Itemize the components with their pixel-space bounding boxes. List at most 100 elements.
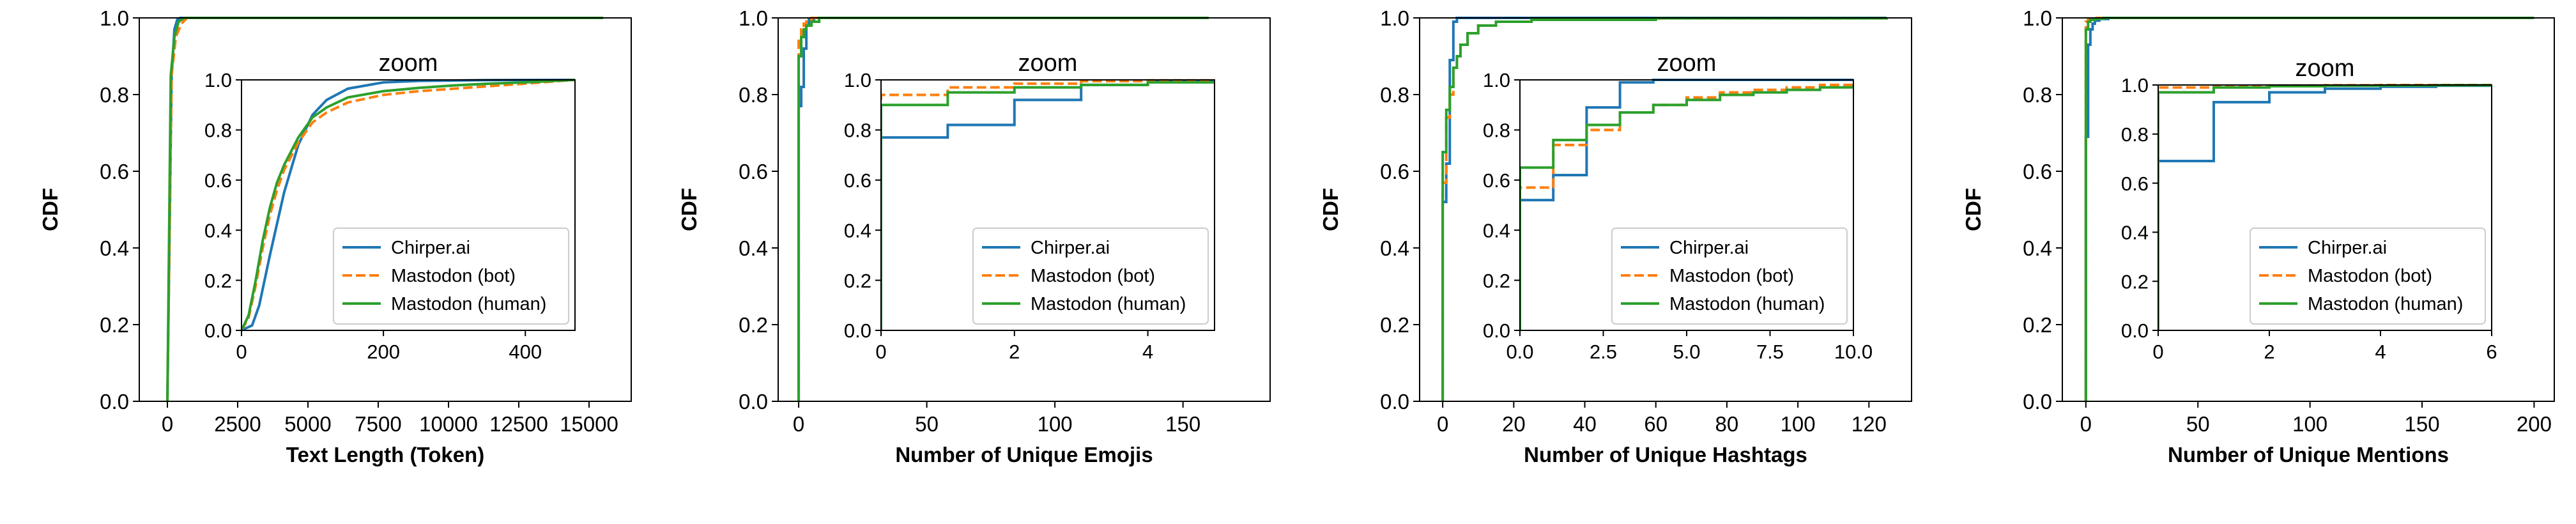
legend-label: Chirper.ai	[1669, 238, 1749, 258]
inset-series-mastodon-human	[1520, 84, 1853, 330]
x-axis-label: Number of Unique Hashtags	[1524, 443, 1807, 466]
legend-label: Chirper.ai	[2308, 238, 2387, 258]
x-tick-label: 10.0	[1834, 341, 1873, 363]
y-tick-label: 0.0	[1483, 320, 1510, 342]
y-tick-label: 1.0	[1483, 69, 1510, 91]
inset-axes-frame	[1519, 79, 1854, 331]
inset-title: zoom	[1018, 50, 1078, 77]
x-tick-label: 150	[1165, 412, 1200, 436]
x-tick-label: 100	[1038, 412, 1073, 436]
y-tick-label: 0.8	[2121, 123, 2149, 146]
y-tick-label: 0.2	[2121, 270, 2149, 293]
inset-series-mastodon-human	[241, 79, 575, 331]
x-axis-label: Number of Unique Emojis	[895, 443, 1153, 466]
y-tick-label: 0.2	[1380, 313, 1409, 337]
legend-label: Mastodon (bot)	[1669, 266, 1794, 286]
y-tick-label: 0.0	[2023, 390, 2052, 413]
main-axes-frame	[139, 17, 632, 402]
y-axis-label: CDF	[38, 188, 62, 231]
x-tick-label: 0	[2152, 341, 2163, 363]
legend-box	[972, 227, 1209, 325]
y-tick-label: 0.0	[1380, 390, 1409, 413]
subplot-1: 0 2500 5000 7500 10000 12500 15000 0.0 0.2 0.4 0.6…	[38, 6, 632, 466]
subplot-3: 0 20 40 60 80 100 120 0.0 0.2 0.4 0.6 0.8 1.0 Number …	[1319, 6, 1912, 466]
y-tick-label: 0.2	[204, 270, 232, 292]
x-tick-label: 0	[162, 412, 173, 436]
y-tick-label: 0.8	[100, 83, 129, 107]
x-tick-label: 0	[1437, 412, 1448, 436]
x-tick-label: 80	[1715, 412, 1739, 436]
x-tick-label: 5.0	[1673, 341, 1700, 363]
x-tick-label: 7500	[355, 412, 401, 436]
inset-title: zoom	[2296, 55, 2355, 82]
x-tick-label: 2.5	[1590, 341, 1617, 363]
inset-2: 0 2 4 0.0 0.2 0.4 0.6 0.8 1.0 zoom Chirper.ai Masto…	[844, 50, 1215, 363]
x-tick-label: 120	[1851, 412, 1887, 436]
x-tick-label: 20	[1502, 412, 1526, 436]
inset-series-mastodon-bot	[881, 79, 1215, 330]
x-tick-label: 0	[2080, 412, 2092, 436]
y-tick-label: 1.0	[100, 6, 129, 30]
legend-label: Mastodon (human)	[2308, 294, 2463, 314]
y-tick-label: 0.8	[1380, 83, 1409, 107]
x-tick-label: 5000	[284, 412, 331, 436]
y-tick-label: 0.0	[739, 390, 768, 413]
subplot-2: 0 50 100 150 0.0 0.2 0.4 0.6 0.8 1.0 Number of Uni…	[677, 6, 1271, 466]
y-tick-label: 0.4	[2121, 222, 2149, 244]
legend-box	[1611, 227, 1848, 325]
y-tick-label: 0.2	[1483, 270, 1510, 292]
y-tick-label: 0.6	[844, 169, 871, 192]
x-axis-label: Number of Unique Mentions	[2168, 443, 2449, 466]
inset-title: zoom	[1657, 50, 1717, 77]
x-tick-label: 60	[1644, 412, 1667, 436]
inset-1: 0 200 400 0.0 0.2 0.4 0.6 0.8 1.0 zoom Chirper.ai M…	[204, 50, 576, 363]
legend-label: Mastodon (bot)	[2308, 266, 2432, 286]
legend-label: Mastodon (human)	[1669, 294, 1825, 314]
y-tick-label: 0.4	[204, 219, 232, 242]
y-axis-label: CDF	[677, 188, 701, 231]
y-tick-label: 0.8	[2023, 83, 2052, 107]
inset-axes-frame	[880, 79, 1215, 331]
inset-axes-frame	[2158, 84, 2492, 331]
x-tick-label: 7.5	[1756, 341, 1784, 363]
y-tick-label: 1.0	[204, 69, 232, 91]
y-tick-label: 0.8	[844, 119, 871, 142]
x-tick-label: 4	[2375, 341, 2386, 363]
y-tick-label: 0.2	[739, 313, 768, 337]
y-tick-label: 0.2	[2023, 313, 2052, 337]
y-tick-label: 0.8	[1483, 119, 1510, 142]
subplot-4: 0 50 100 150 200 0.0 0.2 0.4 0.6 0.8 1.0 Number of …	[1961, 6, 2555, 466]
y-tick-label: 0.0	[100, 390, 129, 413]
y-tick-label: 0.8	[739, 83, 768, 107]
y-tick-label: 0.4	[2023, 236, 2052, 260]
y-tick-label: 1.0	[2121, 74, 2149, 96]
x-tick-label: 2500	[214, 412, 261, 436]
x-tick-label: 400	[509, 341, 542, 363]
y-tick-label: 0.4	[1483, 219, 1510, 242]
main-series-mastodon-bot	[797, 17, 1209, 401]
x-tick-label: 12500	[489, 412, 548, 436]
y-tick-label: 0.0	[844, 320, 871, 342]
x-tick-label: 2	[1009, 341, 1020, 363]
inset-3: 0.0 2.5 5.0 7.5 10.0 0.0 0.2 0.4 0.6 0.8 1.0 zoom Ch…	[1483, 50, 1873, 363]
x-tick-label: 100	[2292, 412, 2327, 436]
x-axis-label: Text Length (Token)	[286, 443, 484, 466]
y-tick-label: 0.4	[1380, 236, 1409, 260]
inset-title: zoom	[379, 50, 438, 77]
y-tick-label: 0.4	[844, 219, 871, 242]
x-tick-label: 200	[367, 341, 400, 363]
y-tick-label: 0.2	[844, 270, 871, 292]
main-axes-frame	[778, 17, 1271, 402]
y-axis-label: CDF	[1961, 188, 1985, 231]
y-tick-label: 0.0	[2121, 320, 2149, 342]
x-tick-label: 150	[2404, 412, 2439, 436]
y-tick-label: 1.0	[844, 69, 871, 91]
x-tick-label: 0	[875, 341, 886, 363]
legend-label: Mastodon (bot)	[1031, 266, 1155, 286]
x-tick-label: 4	[1142, 341, 1153, 363]
x-tick-label: 40	[1573, 412, 1597, 436]
x-tick-label: 200	[2517, 412, 2552, 436]
y-tick-label: 0.6	[1380, 160, 1409, 183]
x-tick-label: 100	[1781, 412, 1816, 436]
